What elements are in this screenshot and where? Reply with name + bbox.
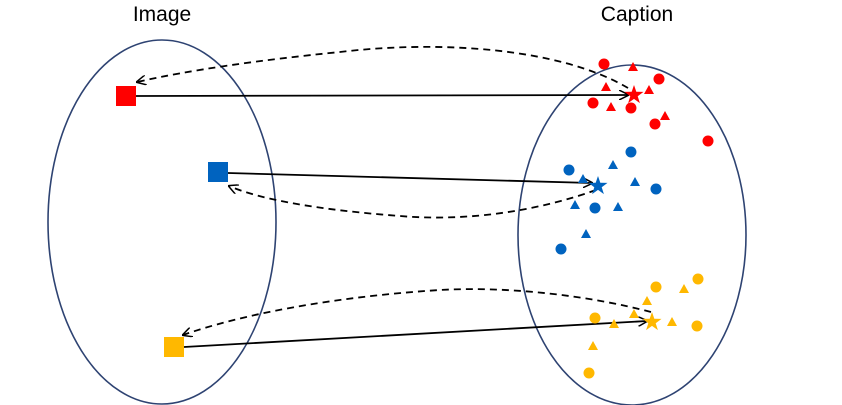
red-triangle	[601, 82, 611, 91]
red-triangle	[660, 111, 670, 120]
red-circle	[702, 135, 714, 147]
yellow-group	[164, 273, 704, 379]
red-group	[116, 45, 714, 147]
blue-group	[208, 146, 662, 255]
blue-circle	[563, 164, 575, 176]
yellow-triangle	[629, 309, 639, 318]
blue-dashed-arrow	[229, 186, 597, 219]
image-label: Image	[133, 3, 191, 26]
blue-solid-arrow	[227, 172, 592, 183]
blue-circle	[625, 146, 637, 158]
red-image-square	[116, 86, 136, 106]
blue-triangle	[608, 160, 618, 169]
red-triangle	[644, 85, 654, 94]
blue-triangle	[630, 177, 640, 186]
blue-image-square	[208, 162, 228, 182]
yellow-triangle	[609, 319, 619, 328]
red-triangle	[628, 62, 638, 71]
yellow-triangle	[588, 341, 598, 350]
yellow-circle	[650, 281, 662, 293]
blue-circle	[555, 243, 567, 255]
blue-triangle	[613, 202, 623, 211]
red-circle	[598, 58, 610, 70]
yellow-image-square	[164, 337, 184, 357]
blue-triangle	[581, 229, 591, 238]
yellow-triangle	[679, 284, 689, 293]
caption-ellipse	[517, 64, 747, 405]
red-dashed-arrow	[137, 45, 629, 89]
yellow-triangle	[667, 317, 677, 326]
yellow-circle	[589, 312, 601, 324]
yellow-solid-arrow	[183, 321, 647, 348]
blue-circle	[650, 183, 662, 195]
yellow-circle	[691, 320, 703, 332]
blue-triangle	[578, 174, 588, 183]
red-star	[624, 85, 644, 104]
yellow-dashed-arrow	[183, 288, 652, 335]
yellow-circle	[692, 273, 704, 285]
blue-star	[588, 176, 608, 195]
image-ellipse	[47, 39, 277, 405]
red-circle	[587, 97, 599, 109]
yellow-triangle	[642, 296, 652, 305]
red-circle	[649, 118, 661, 130]
red-circle	[653, 73, 665, 85]
yellow-circle	[583, 367, 595, 379]
yellow-star	[642, 312, 662, 331]
blue-circle	[589, 202, 601, 214]
red-triangle	[606, 102, 616, 111]
caption-label: Caption	[601, 3, 673, 26]
red-solid-arrow	[135, 95, 628, 96]
blue-triangle	[570, 200, 580, 209]
red-circle	[625, 102, 637, 114]
